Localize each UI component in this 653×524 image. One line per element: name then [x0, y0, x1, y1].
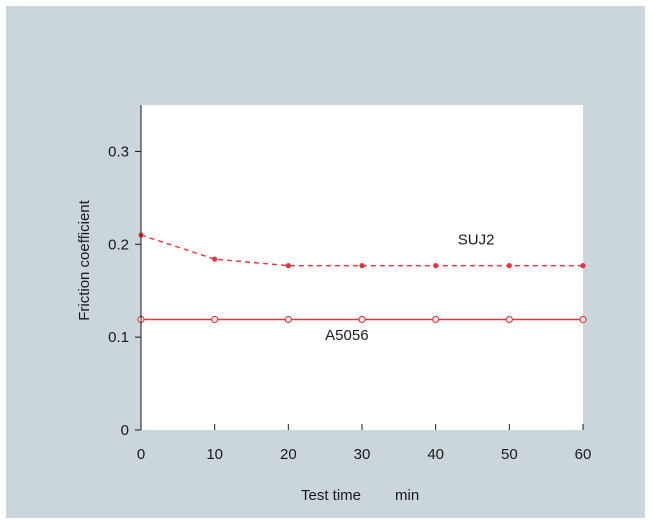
- data-point-a5056: [432, 315, 440, 324]
- x-tick-label: 40: [427, 446, 444, 463]
- y-tick-label: 0.3: [108, 143, 129, 160]
- data-point-a5056: [579, 315, 587, 324]
- data-point-suj2: [359, 263, 365, 269]
- y-axis-label: Friction coefficient: [76, 199, 93, 320]
- data-point-suj2: [580, 263, 586, 269]
- x-tick-label: 10: [206, 446, 223, 463]
- x-axis-label: Test time: [301, 487, 361, 504]
- x-tick-label: 60: [575, 446, 592, 463]
- data-point-suj2: [506, 263, 512, 269]
- data-point-suj2: [285, 263, 291, 269]
- data-point-suj2: [433, 263, 439, 269]
- chart-frame: SUJ2 A5056 0 0.1 0.2 0.3 0 10 20 30 40 50 60 Test t…: [6, 6, 645, 518]
- data-point-a5056: [358, 315, 366, 324]
- x-tick-label: 50: [501, 446, 518, 463]
- data-point-suj2: [212, 256, 218, 262]
- y-tick-label: 0.2: [108, 236, 129, 253]
- friction-chart: SUJ2 A5056 0 0.1 0.2 0.3 0 10 20 30 40 50 60 Test t…: [76, 105, 592, 504]
- data-point-a5056: [505, 315, 513, 324]
- x-tick-label: 30: [354, 446, 371, 463]
- x-tick-label: 0: [137, 446, 145, 463]
- data-point-a5056: [284, 315, 292, 324]
- series-label-suj2: SUJ2: [458, 231, 495, 248]
- y-tick-label: 0.1: [108, 329, 129, 346]
- y-tick-label: 0: [121, 422, 129, 439]
- series-label-a5056: A5056: [325, 327, 368, 344]
- x-tick-label: 20: [280, 446, 297, 463]
- x-axis-unit: min: [395, 487, 419, 504]
- data-point-a5056: [211, 315, 219, 324]
